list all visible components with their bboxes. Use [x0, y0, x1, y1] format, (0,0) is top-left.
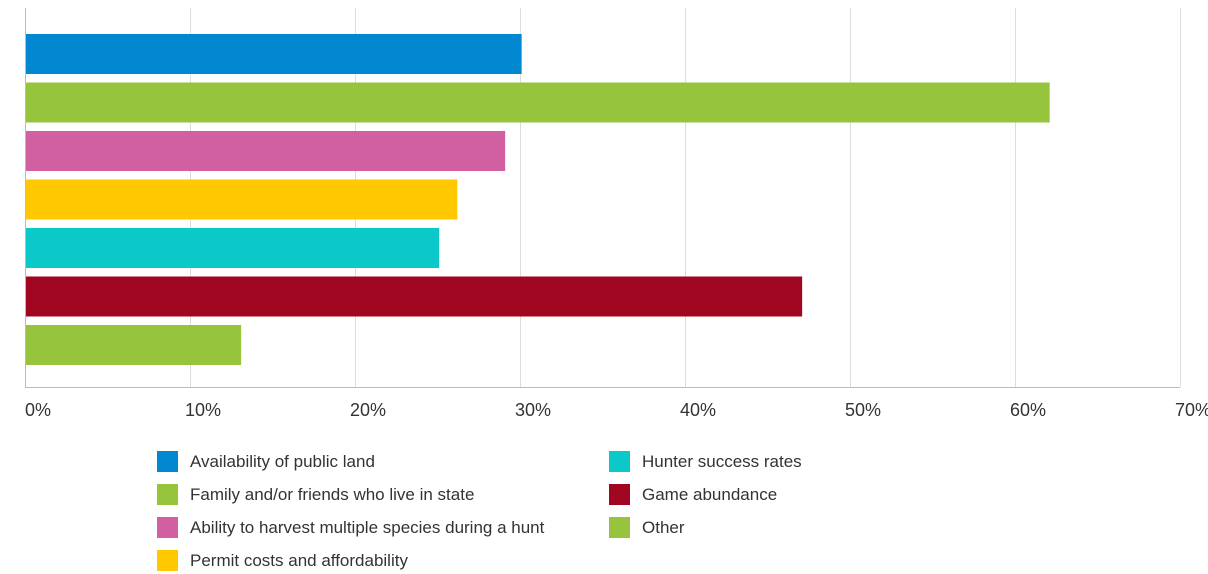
legend-swatch-7 — [609, 517, 630, 538]
legend-swatch-4 — [157, 550, 178, 571]
legend-swatch-2 — [157, 484, 178, 505]
x-tick-label: 60% — [1010, 400, 1046, 420]
tick-label-layer: 0% 10% 20% 30% 40% 50% 60% 70% — [25, 400, 1208, 420]
bar-7 — [25, 325, 242, 365]
x-tick-label: 50% — [845, 400, 881, 420]
bar-6 — [25, 276, 803, 317]
legend-label-5: Hunter success rates — [642, 452, 802, 471]
bar-layer — [25, 34, 1050, 365]
bar-4 — [25, 179, 458, 220]
x-tick-label: 10% — [185, 400, 221, 420]
bar-3 — [25, 131, 506, 171]
axis-layer — [25, 8, 1180, 388]
x-tick-label: 30% — [515, 400, 551, 420]
legend-label-6: Game abundance — [642, 485, 777, 504]
x-tick-label: 70% — [1175, 400, 1208, 420]
legend-label-7: Other — [642, 518, 685, 537]
bar-5 — [25, 228, 440, 268]
legend-label-2: Family and/or friends who live in state — [190, 485, 474, 504]
legend-swatch-3 — [157, 517, 178, 538]
bar-2 — [25, 82, 1050, 123]
bar-1 — [25, 34, 522, 74]
legend-label-3: Ability to harvest multiple species duri… — [190, 518, 545, 537]
x-tick-label: 0% — [25, 400, 51, 420]
legend-swatch-1 — [157, 451, 178, 472]
x-tick-label: 40% — [680, 400, 716, 420]
legend-swatch-5 — [609, 451, 630, 472]
legend-label-1: Availability of public land — [190, 452, 375, 471]
legend: Availability of public land Family and/or… — [157, 451, 802, 571]
legend-swatch-6 — [609, 484, 630, 505]
x-tick-label: 20% — [350, 400, 386, 420]
legend-label-4: Permit costs and affordability — [190, 551, 408, 570]
